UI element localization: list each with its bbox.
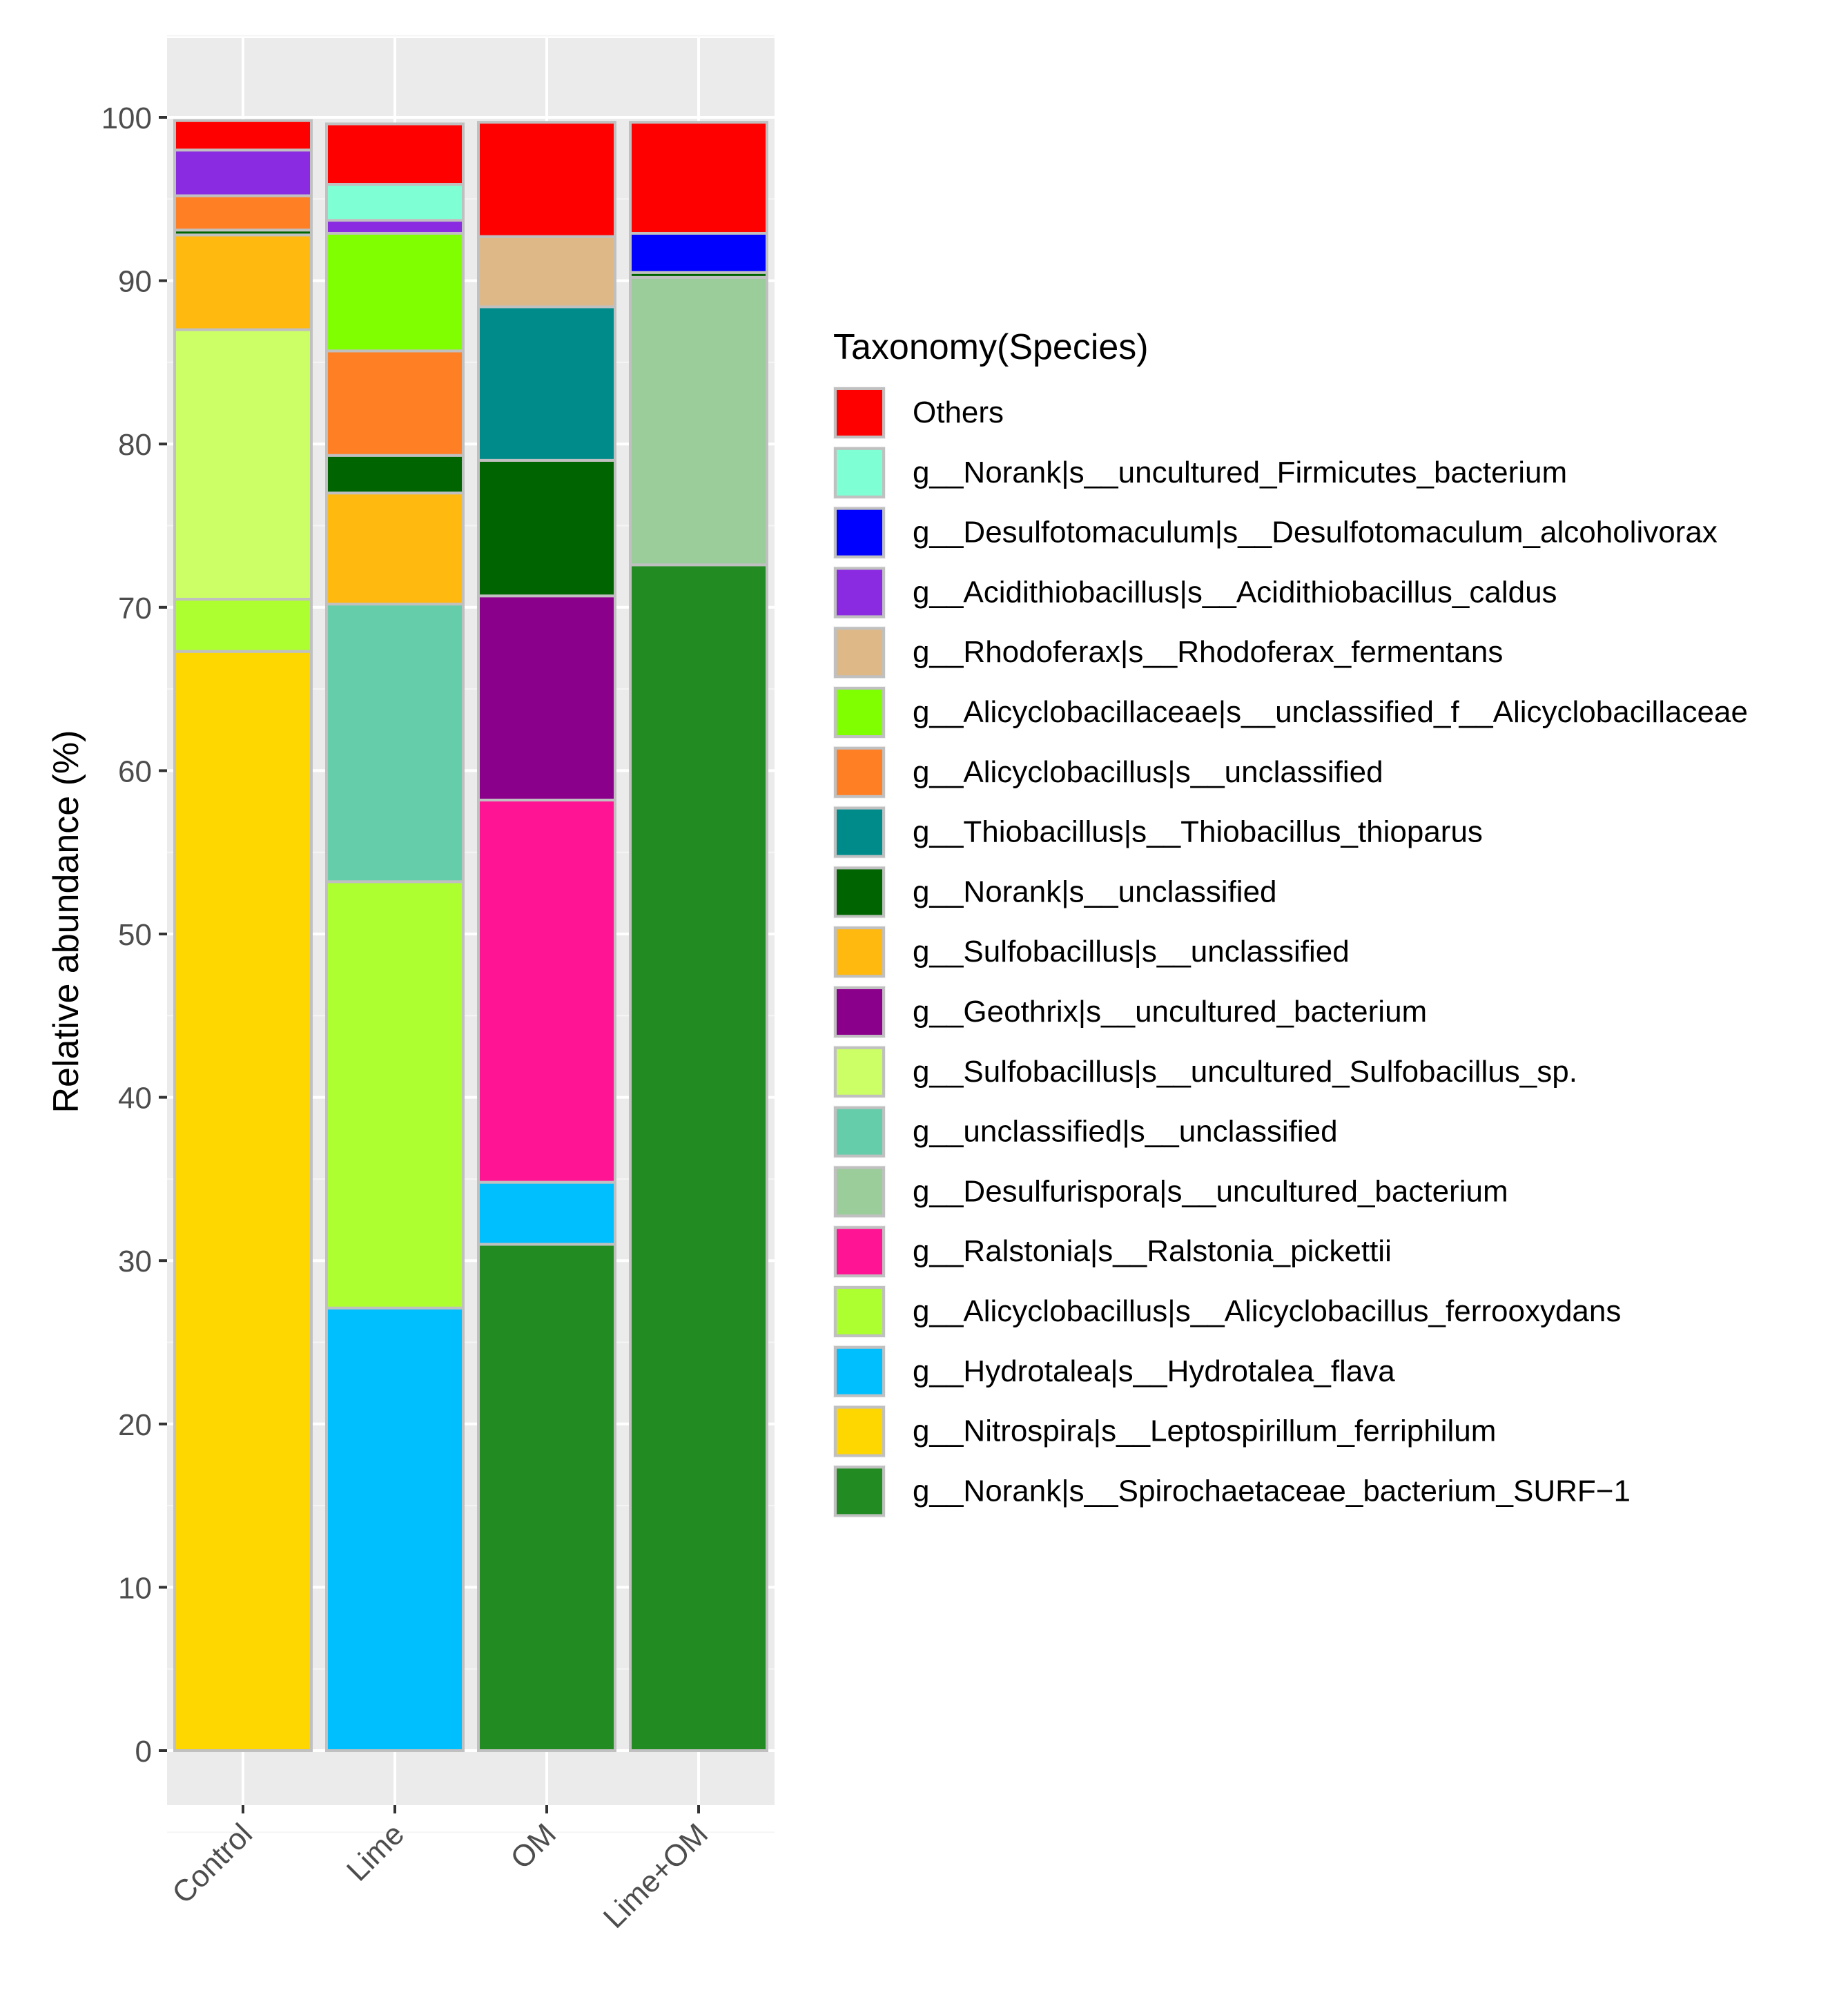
bar-segment — [477, 594, 616, 801]
legend-label: g__Acidithiobacillus|s__Acidithiobacillu… — [913, 575, 1557, 609]
legend-title: Taxonomy(Species) — [833, 327, 1149, 367]
x-axis: Control Lime OM Lime+OM — [166, 1805, 714, 1935]
bar-segment — [173, 194, 313, 232]
bar-segment — [629, 231, 768, 274]
y-tick-label: 50 — [118, 918, 152, 952]
x-tick-label: OM — [504, 1817, 563, 1876]
legend-label: g__Norank|s__unclassified — [913, 875, 1277, 908]
legend-label: Others — [913, 396, 1004, 429]
y-tick-label: 90 — [118, 265, 152, 299]
legend-swatch — [834, 687, 885, 738]
y-axis: 0 10 20 30 40 50 60 70 80 90 100 — [101, 101, 167, 1769]
y-tick-label: 20 — [118, 1408, 152, 1442]
legend-label: g__Desulfurispora|s__uncultured_bacteriu… — [913, 1174, 1508, 1208]
bar-segment — [477, 1243, 616, 1753]
legend-label: g__Geothrix|s__uncultured_bacterium — [913, 995, 1427, 1029]
legend-label: g__Sulfobacillus|s__uncultured_Sulfobaci… — [913, 1055, 1577, 1089]
legend-swatch — [834, 746, 885, 798]
bar-segment — [325, 491, 465, 606]
legend-swatch — [834, 866, 885, 918]
bar-segment — [629, 563, 768, 1752]
legend-swatch — [834, 627, 885, 679]
y-tick-label: 70 — [118, 592, 152, 625]
legend-swatch — [834, 1226, 885, 1278]
legend-label: g__Hydrotalea|s__Hydrotalea_flava — [913, 1354, 1395, 1388]
bar-segment — [325, 183, 465, 222]
bar-segment — [173, 328, 313, 601]
y-tick-label: 40 — [118, 1082, 152, 1116]
legend-label: g__Rhodoferax|s__Rhodoferax_fermentans — [913, 635, 1503, 669]
y-tick-label: 10 — [118, 1571, 152, 1605]
legend-swatch — [834, 1106, 885, 1158]
legend-swatch — [834, 1166, 885, 1218]
y-tick-label: 80 — [118, 428, 152, 462]
legend-swatch — [834, 1345, 885, 1397]
y-tick-label: 30 — [118, 1245, 152, 1278]
bar-segment — [325, 603, 465, 884]
legend-swatch — [834, 387, 885, 438]
bar-segment — [173, 119, 313, 152]
bar-segment — [325, 880, 465, 1310]
legend-swatch — [834, 507, 885, 558]
legend-label: g__Alicyclobacillus|s__unclassified — [913, 755, 1383, 789]
legend-swatch — [834, 447, 885, 498]
legend-swatch — [834, 1405, 885, 1457]
y-tick-label: 60 — [118, 755, 152, 788]
bar-segment — [173, 233, 313, 331]
legend-label: g__Nitrospira|s__Leptospirillum_ferriphi… — [913, 1414, 1496, 1448]
x-tick-label: Lime+OM — [597, 1817, 714, 1934]
y-tick-label: 0 — [135, 1735, 152, 1769]
bar-segment — [325, 1306, 465, 1752]
legend-label: g__Norank|s__Spirochaetaceae_bacterium_S… — [913, 1474, 1631, 1508]
bar-segment — [325, 349, 465, 457]
legend-label: g__Alicyclobacillaceae|s__unclassified_f… — [913, 695, 1748, 729]
legend-label: g__Norank|s__uncultured_Firmicutes_bacte… — [913, 456, 1567, 489]
legend-swatch — [834, 986, 885, 1038]
bar-segment — [477, 235, 616, 309]
bar-segment — [173, 650, 313, 1752]
legend-label: g__Alicyclobacillus|s__Alicyclobacillus_… — [913, 1294, 1621, 1328]
x-tick-label: Control — [166, 1817, 259, 1910]
legend-swatch — [834, 926, 885, 978]
bar-segment — [173, 148, 313, 197]
bar-segment — [477, 458, 616, 598]
bar-segment — [477, 305, 616, 462]
legend-swatch — [834, 806, 885, 858]
legend-swatch — [834, 1046, 885, 1098]
bar-segment — [629, 275, 768, 567]
bar-segment — [477, 1180, 616, 1246]
y-axis-title: Relative abundance (%) — [46, 730, 86, 1113]
bar-segment — [325, 122, 465, 186]
legend-label: g__Sulfobacillus|s__unclassified — [913, 935, 1350, 968]
legend-swatch — [834, 567, 885, 619]
bar-segment — [325, 219, 465, 235]
x-tick-label: Lime — [340, 1817, 411, 1887]
legend: Taxonomy(Species) Others g__Norank|s__unc… — [833, 327, 1748, 1518]
bar-segment — [477, 798, 616, 1184]
bar-segment — [325, 454, 465, 495]
bar-segment — [173, 597, 313, 653]
y-tick-label: 100 — [101, 101, 152, 135]
legend-swatch — [834, 1286, 885, 1337]
legend-label: g__Ralstonia|s__Ralstonia_pickettii — [913, 1234, 1392, 1268]
legend-swatch — [834, 1466, 885, 1517]
legend-label: g__Desulfotomaculum|s__Desulfotomaculum_… — [913, 516, 1718, 549]
legend-label: g__Thiobacillus|s__Thiobacillus_thioparu… — [913, 815, 1483, 849]
bars-group — [173, 119, 768, 1753]
bar-segment — [629, 121, 768, 235]
bar-segment — [325, 231, 465, 353]
bar-segment — [477, 121, 616, 238]
legend-label: g__unclassified|s__unclassified — [913, 1115, 1338, 1149]
